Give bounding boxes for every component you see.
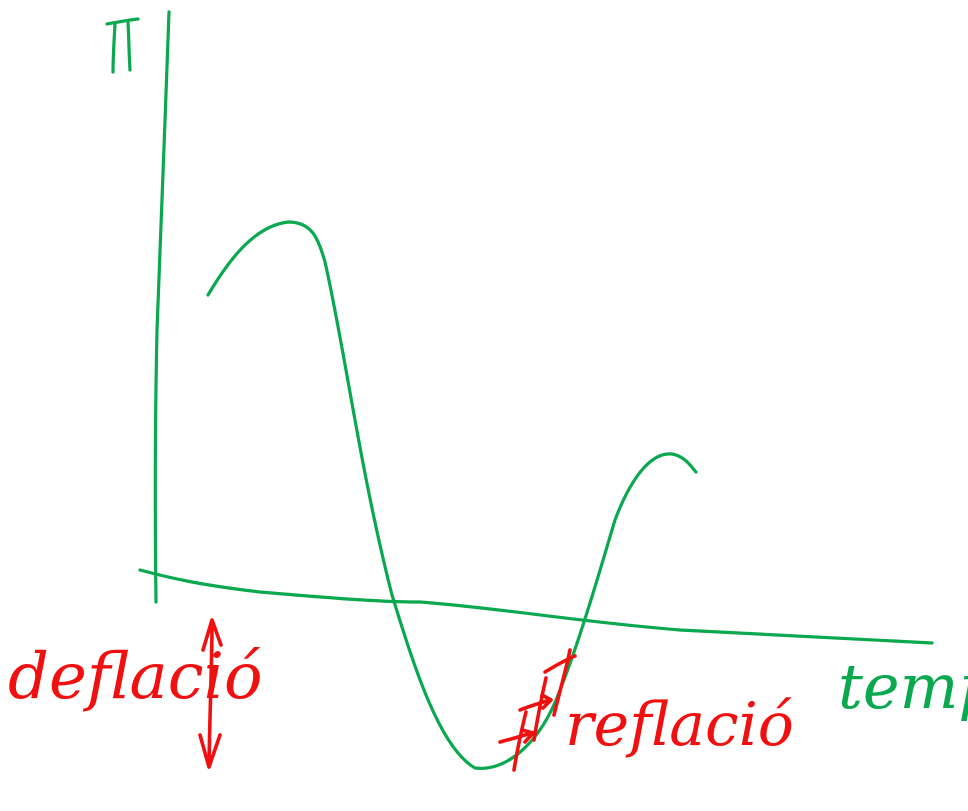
reflation-label: reflació — [565, 690, 794, 760]
inflation-curve — [206, 220, 698, 770]
up-right-arrows-icon — [498, 648, 577, 772]
deflation-label: deflació — [8, 640, 263, 714]
pi-glyph — [105, 17, 140, 74]
y-axis-label-group: π — [105, 17, 140, 74]
double-arrow-icon — [198, 618, 223, 769]
y-axis-line — [153, 10, 171, 604]
x-axis-label: temps — [838, 650, 968, 723]
x-axis-line — [138, 568, 934, 645]
